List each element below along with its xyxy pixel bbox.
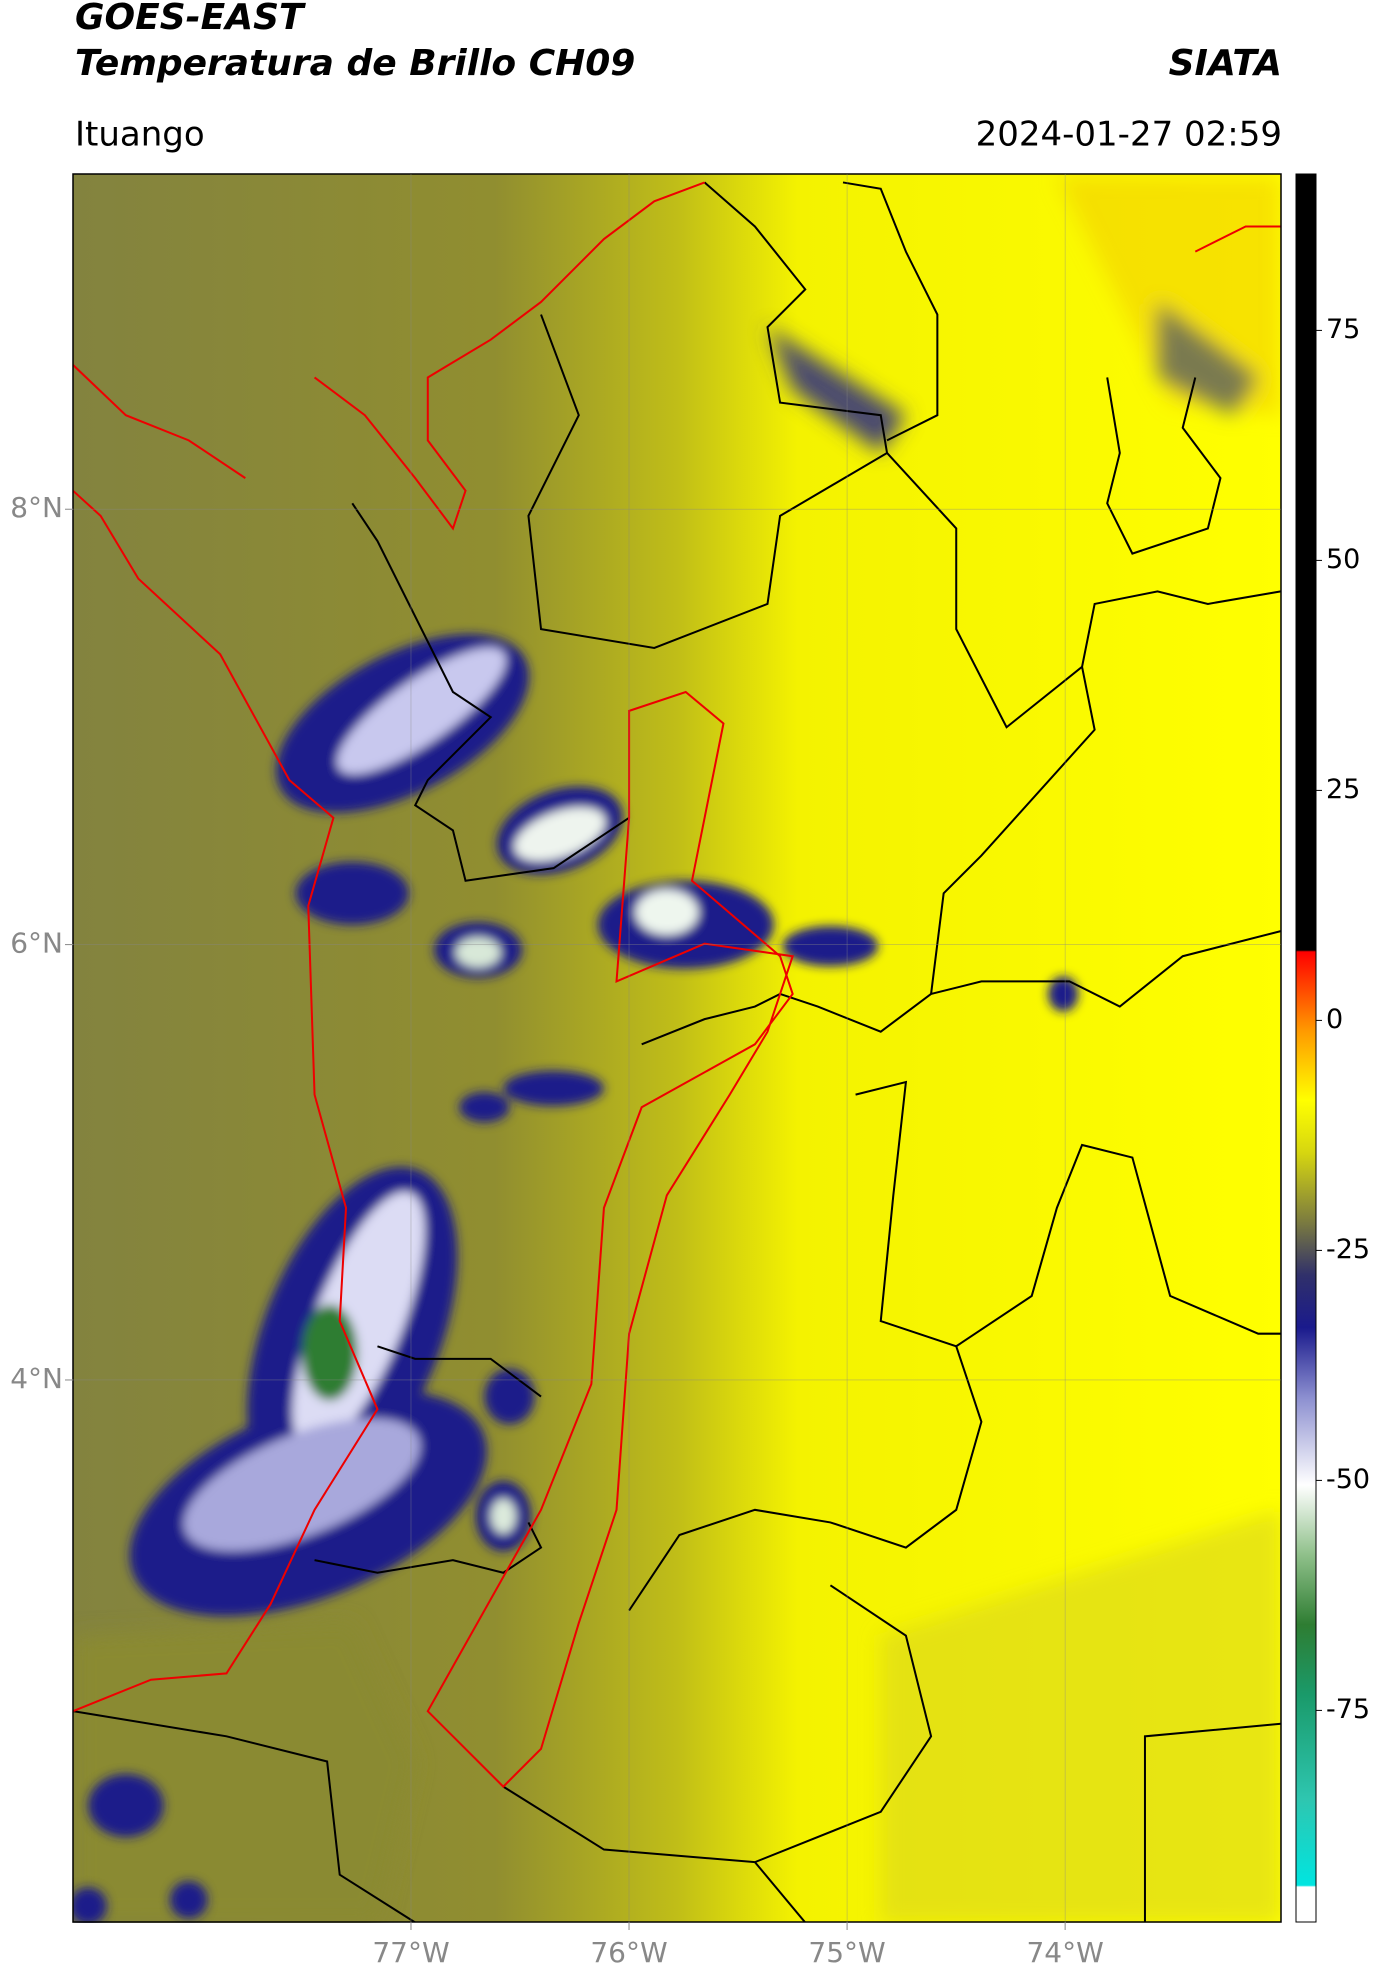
x-tick-label: 77°W [372, 1936, 449, 1969]
colorbar-tick-label: 50 [1326, 544, 1360, 575]
map-image [72, 173, 1281, 1923]
x-tick-label: 74°W [1026, 1936, 1103, 1969]
map-frame [72, 173, 1282, 1923]
colorbar-tick-label: -50 [1326, 1464, 1370, 1495]
colorbar-tick-label: -75 [1326, 1694, 1370, 1725]
y-tick-label: 4°N [10, 1362, 63, 1395]
colorbar-tick-label: 75 [1326, 314, 1360, 345]
y-tick-label: 6°N [10, 927, 63, 960]
location: Ituango [75, 115, 205, 155]
title: GOES-EAST [75, 0, 306, 38]
y-tick-label: 8°N [10, 491, 63, 524]
colorbar [1295, 173, 1317, 1923]
x-tick-label: 76°W [590, 1936, 667, 1969]
brand: SIATA [1169, 43, 1282, 84]
colorbar-tick-label: 0 [1326, 1004, 1343, 1035]
colorbar-tick-label: 25 [1326, 774, 1360, 805]
datetime: 2024-01-27 02:59 [976, 115, 1282, 155]
x-tick-label: 75°W [808, 1936, 885, 1969]
subtitle: Temperatura de Brillo CH09 [75, 43, 635, 84]
colorbar-tick-label: -25 [1326, 1234, 1370, 1265]
